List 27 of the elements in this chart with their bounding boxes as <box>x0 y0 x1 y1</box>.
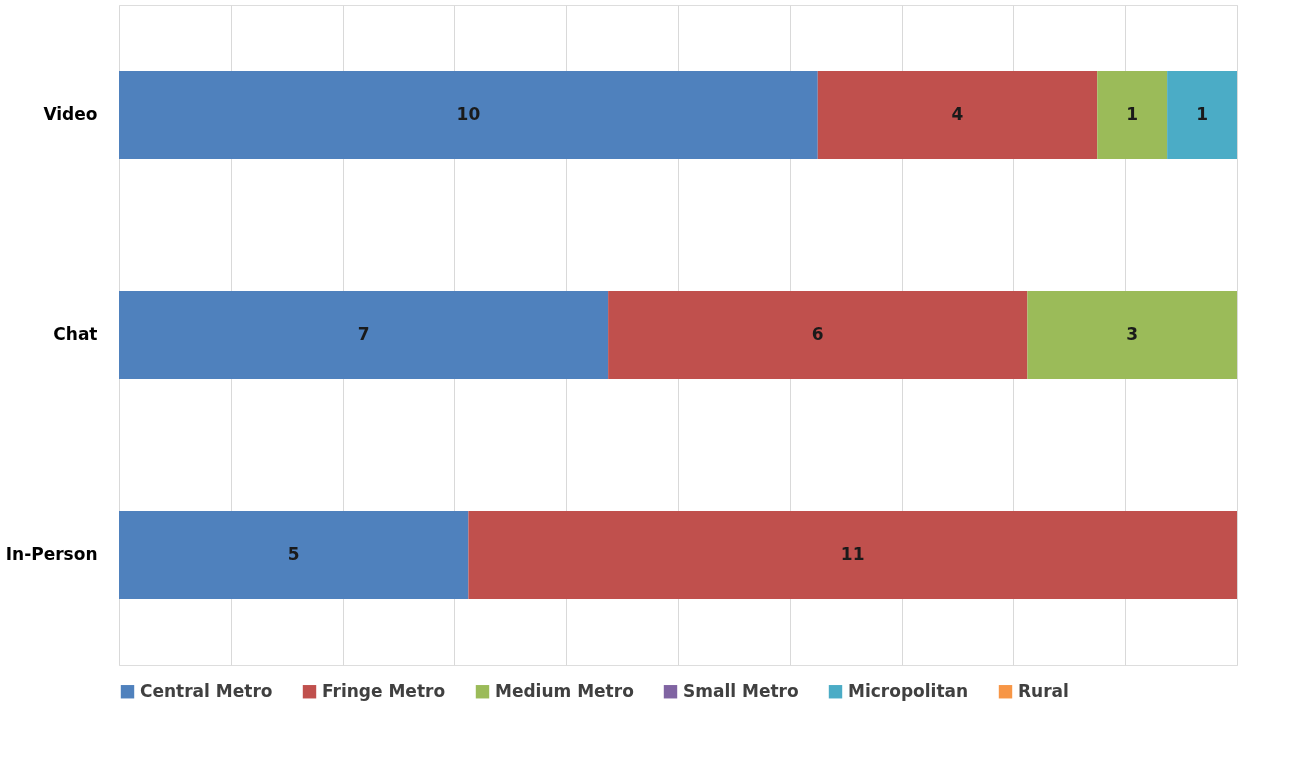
bar <box>119 71 818 159</box>
bar <box>817 71 1098 159</box>
legend-label: Fringe Metro <box>322 680 446 701</box>
y-tick-label: In-Person <box>5 544 98 564</box>
bar <box>608 291 1028 379</box>
bar <box>119 291 609 379</box>
data-label: 10 <box>456 104 481 124</box>
bar <box>1097 71 1168 159</box>
legend-label: Central Metro <box>140 680 273 701</box>
data-label: 3 <box>1126 324 1139 344</box>
legend-label: Medium Metro <box>495 680 634 701</box>
bar <box>1027 291 1237 379</box>
data-label: 1 <box>1126 104 1139 124</box>
data-label: 6 <box>811 324 824 344</box>
bar <box>468 511 1237 599</box>
legend-label: Small Metro <box>683 680 799 701</box>
bar <box>1167 71 1237 159</box>
data-label: 1 <box>1196 104 1208 124</box>
bar <box>119 511 469 599</box>
data-label: 5 <box>287 544 300 564</box>
data-label: 11 <box>840 544 865 564</box>
legend-label: Rural <box>1018 680 1069 701</box>
y-tick-label: Chat <box>53 324 98 344</box>
data-label: 4 <box>951 104 964 124</box>
data-label: 7 <box>357 324 370 344</box>
legend-label: Micropolitan <box>848 680 969 701</box>
y-tick-label: Video <box>43 104 98 124</box>
